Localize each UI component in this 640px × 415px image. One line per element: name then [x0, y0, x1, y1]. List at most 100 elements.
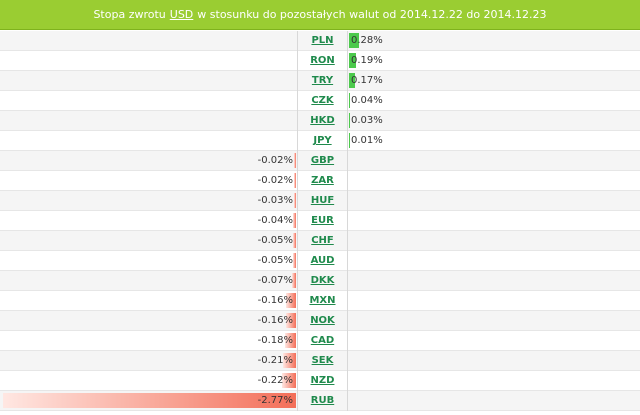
negative-bar — [294, 173, 296, 188]
currency-link[interactable]: RUB — [310, 395, 335, 406]
positive-bar — [349, 113, 350, 128]
negative-bar — [293, 233, 296, 248]
negative-cell: -0.16% — [0, 311, 297, 331]
negative-cell: -0.05% — [0, 231, 297, 251]
negative-bar — [294, 193, 296, 208]
currency-cell: DKK — [297, 271, 348, 291]
table-row: -0.03% HUF — [0, 191, 640, 211]
currency-link[interactable]: CHF — [311, 235, 334, 246]
currency-cell: ZAR — [297, 171, 348, 191]
currency-link[interactable]: GBP — [310, 155, 335, 166]
negative-cell: -0.02% — [0, 171, 297, 191]
currency-cell: GBP — [297, 151, 348, 171]
positive-cell — [348, 191, 640, 211]
positive-cell — [348, 171, 640, 191]
negative-cell: -0.21% — [0, 351, 297, 371]
positive-cell: 0.03% — [348, 111, 640, 131]
return-value: -0.04% — [257, 215, 293, 226]
currency-cell: CAD — [297, 331, 348, 351]
negative-bar — [293, 253, 296, 268]
currency-link[interactable]: NZD — [310, 375, 335, 386]
negative-bar — [3, 393, 296, 408]
positive-cell — [348, 331, 640, 351]
currency-link[interactable]: AUD — [310, 255, 335, 266]
header-prefix: Stopa zwrotu — [93, 8, 166, 21]
positive-bar — [349, 33, 359, 48]
currency-cell: AUD — [297, 251, 348, 271]
currency-cell: MXN — [297, 291, 348, 311]
negative-cell: -0.02% — [0, 151, 297, 171]
negative-cell: -0.18% — [0, 331, 297, 351]
negative-cell — [0, 51, 297, 71]
negative-bar — [286, 313, 296, 328]
table-row: HKD 0.03% — [0, 111, 640, 131]
table-row: -0.07% DKK — [0, 271, 640, 291]
currency-link[interactable]: HUF — [310, 195, 335, 206]
return-value: -0.18% — [257, 335, 293, 346]
return-value: -0.07% — [257, 275, 293, 286]
currency-link[interactable]: ZAR — [311, 175, 334, 186]
positive-cell — [348, 291, 640, 311]
header-suffix: w stosunku do pozostałych walut od 2014.… — [197, 8, 547, 21]
positive-cell — [348, 251, 640, 271]
table-row: -0.05% CHF — [0, 231, 640, 251]
currency-cell: RON — [297, 51, 348, 71]
positive-bar — [349, 93, 350, 108]
currency-cell: SEK — [297, 351, 348, 371]
currency-link[interactable]: EUR — [311, 215, 334, 226]
negative-bar — [282, 373, 296, 388]
currency-cell: EUR — [297, 211, 348, 231]
negative-cell: -0.03% — [0, 191, 297, 211]
currency-link[interactable]: HKD — [310, 115, 335, 126]
table-row: -0.02% ZAR — [0, 171, 640, 191]
negative-bar — [285, 333, 296, 348]
return-value: -0.05% — [257, 235, 293, 246]
currency-link[interactable]: CAD — [310, 335, 335, 346]
currency-link[interactable]: PLN — [311, 35, 334, 46]
negative-cell: -0.22% — [0, 371, 297, 391]
return-value: -0.03% — [257, 195, 293, 206]
table-row: -0.21% SEK — [0, 351, 640, 371]
currency-cell: HKD — [297, 111, 348, 131]
currency-link[interactable]: DKK — [310, 275, 335, 286]
currency-cell: HUF — [297, 191, 348, 211]
currency-cell: CZK — [297, 91, 348, 111]
return-value: -0.16% — [257, 315, 293, 326]
table-row: PLN 0.28% — [0, 31, 640, 51]
positive-cell: 0.01% — [348, 131, 640, 151]
return-value: -0.21% — [257, 355, 293, 366]
table-row: -0.04% EUR — [0, 211, 640, 231]
currency-link[interactable]: SEK — [311, 355, 334, 366]
table-row: -0.16% NOK — [0, 311, 640, 331]
negative-cell — [0, 71, 297, 91]
return-value: 0.01% — [351, 135, 383, 146]
positive-cell — [348, 391, 640, 411]
positive-cell: 0.04% — [348, 91, 640, 111]
currency-link[interactable]: JPY — [313, 135, 332, 146]
positive-bar — [349, 53, 356, 68]
negative-cell: -0.07% — [0, 271, 297, 291]
table-row: RON 0.19% — [0, 51, 640, 71]
positive-cell — [348, 211, 640, 231]
positive-cell — [348, 151, 640, 171]
currency-link[interactable]: RON — [310, 55, 335, 66]
negative-cell: -2.77% — [0, 391, 297, 411]
currency-link[interactable]: NOK — [310, 315, 335, 326]
currency-link[interactable]: CZK — [311, 95, 334, 106]
negative-cell — [0, 91, 297, 111]
currency-link[interactable]: TRY — [311, 75, 334, 86]
positive-cell: 0.19% — [348, 51, 640, 71]
currency-link[interactable]: MXN — [309, 295, 336, 306]
table-row: -0.16% MXN — [0, 291, 640, 311]
table-row: -0.02% GBP — [0, 151, 640, 171]
return-value: 0.04% — [351, 95, 383, 106]
base-currency-link[interactable]: USD — [169, 8, 194, 21]
positive-cell — [348, 271, 640, 291]
negative-cell: -0.04% — [0, 211, 297, 231]
positive-cell — [348, 371, 640, 391]
currency-cell: TRY — [297, 71, 348, 91]
return-value: 0.03% — [351, 115, 383, 126]
return-value: 0.28% — [351, 35, 383, 46]
return-value: 0.19% — [351, 55, 383, 66]
